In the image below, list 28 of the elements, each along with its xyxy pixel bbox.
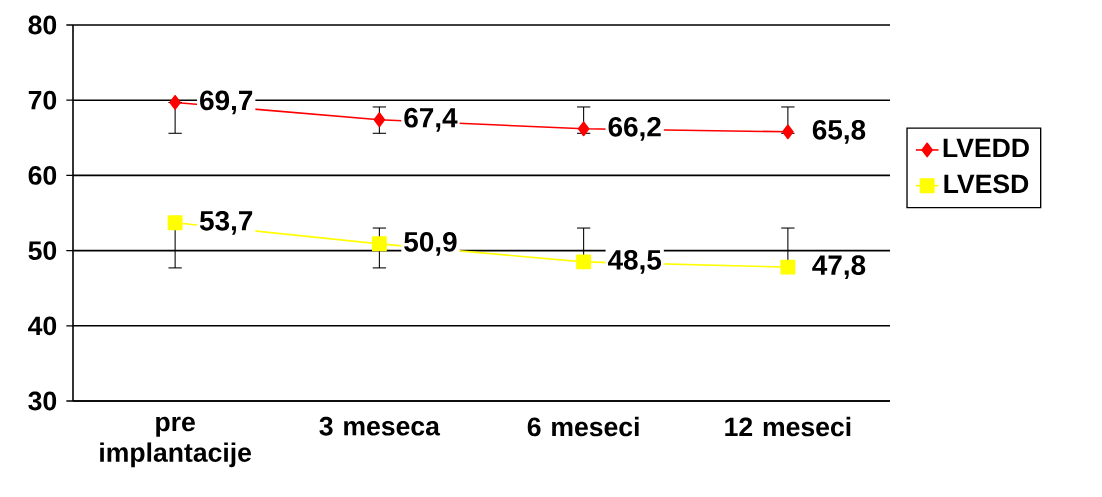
y-tick-label: 60 xyxy=(28,166,57,185)
y-tick-label: 70 xyxy=(28,90,57,110)
y-tick-label: 40 xyxy=(28,316,57,336)
data-label: 65,8 xyxy=(812,119,866,144)
data-label: 53,7 xyxy=(199,210,253,235)
point xyxy=(373,112,386,128)
point xyxy=(576,254,592,270)
y-tick-label: 80 xyxy=(28,15,57,35)
y-tick-label: 50 xyxy=(28,241,57,260)
point xyxy=(577,121,590,137)
point xyxy=(167,215,183,231)
point xyxy=(782,124,794,140)
point xyxy=(371,236,387,252)
data-label: 69,7 xyxy=(200,90,253,115)
data-label: 47,8 xyxy=(812,255,866,280)
point xyxy=(169,94,181,110)
data-label: 50,9 xyxy=(404,231,457,256)
data-label: 67,4 xyxy=(404,107,458,132)
legend-label: LVESD xyxy=(944,174,1029,194)
x-tick-label: 3 meseca xyxy=(319,416,441,436)
x-tick-label: 6 meseci xyxy=(527,416,639,437)
y-tick-label: 30 xyxy=(28,391,57,411)
data-label: 66,2 xyxy=(608,116,661,141)
legend-label: LVEDD xyxy=(943,138,1029,158)
data-label: 48,5 xyxy=(607,249,662,274)
x-tick-label: 12 meseci xyxy=(725,416,851,437)
x-tick-label: pre implantacije xyxy=(100,416,252,468)
point xyxy=(780,259,796,275)
